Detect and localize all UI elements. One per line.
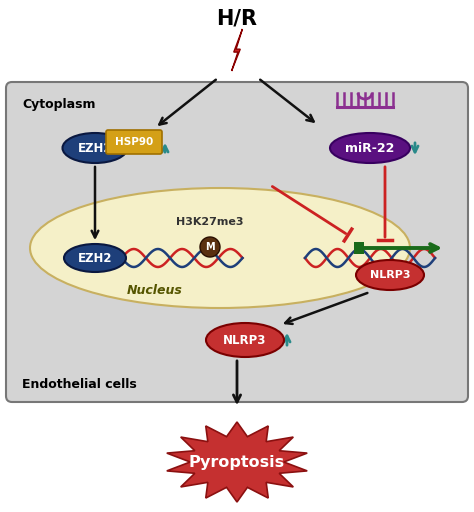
FancyBboxPatch shape [106, 130, 162, 154]
Text: EZH2: EZH2 [78, 251, 112, 265]
Text: Nucleus: Nucleus [127, 284, 183, 296]
Polygon shape [167, 422, 307, 502]
Polygon shape [232, 29, 242, 71]
Text: Pyroptosis: Pyroptosis [189, 455, 285, 470]
Text: HSP90: HSP90 [115, 137, 153, 147]
FancyBboxPatch shape [6, 82, 468, 402]
Text: H3K27me3: H3K27me3 [176, 217, 244, 227]
Ellipse shape [330, 133, 410, 163]
Text: miR-22: miR-22 [346, 141, 395, 155]
Ellipse shape [64, 244, 126, 272]
Text: Cytoplasm: Cytoplasm [22, 98, 95, 111]
Ellipse shape [63, 133, 128, 163]
Ellipse shape [30, 188, 410, 308]
Text: NLRP3: NLRP3 [223, 333, 267, 347]
Circle shape [200, 237, 220, 257]
Text: EZH2: EZH2 [78, 141, 112, 155]
Text: H/R: H/R [217, 8, 257, 28]
Text: M: M [205, 242, 215, 252]
Text: NLRP3: NLRP3 [370, 270, 410, 280]
Ellipse shape [356, 260, 424, 290]
FancyBboxPatch shape [354, 242, 364, 254]
Text: Endothelial cells: Endothelial cells [22, 378, 137, 391]
Ellipse shape [206, 323, 284, 357]
